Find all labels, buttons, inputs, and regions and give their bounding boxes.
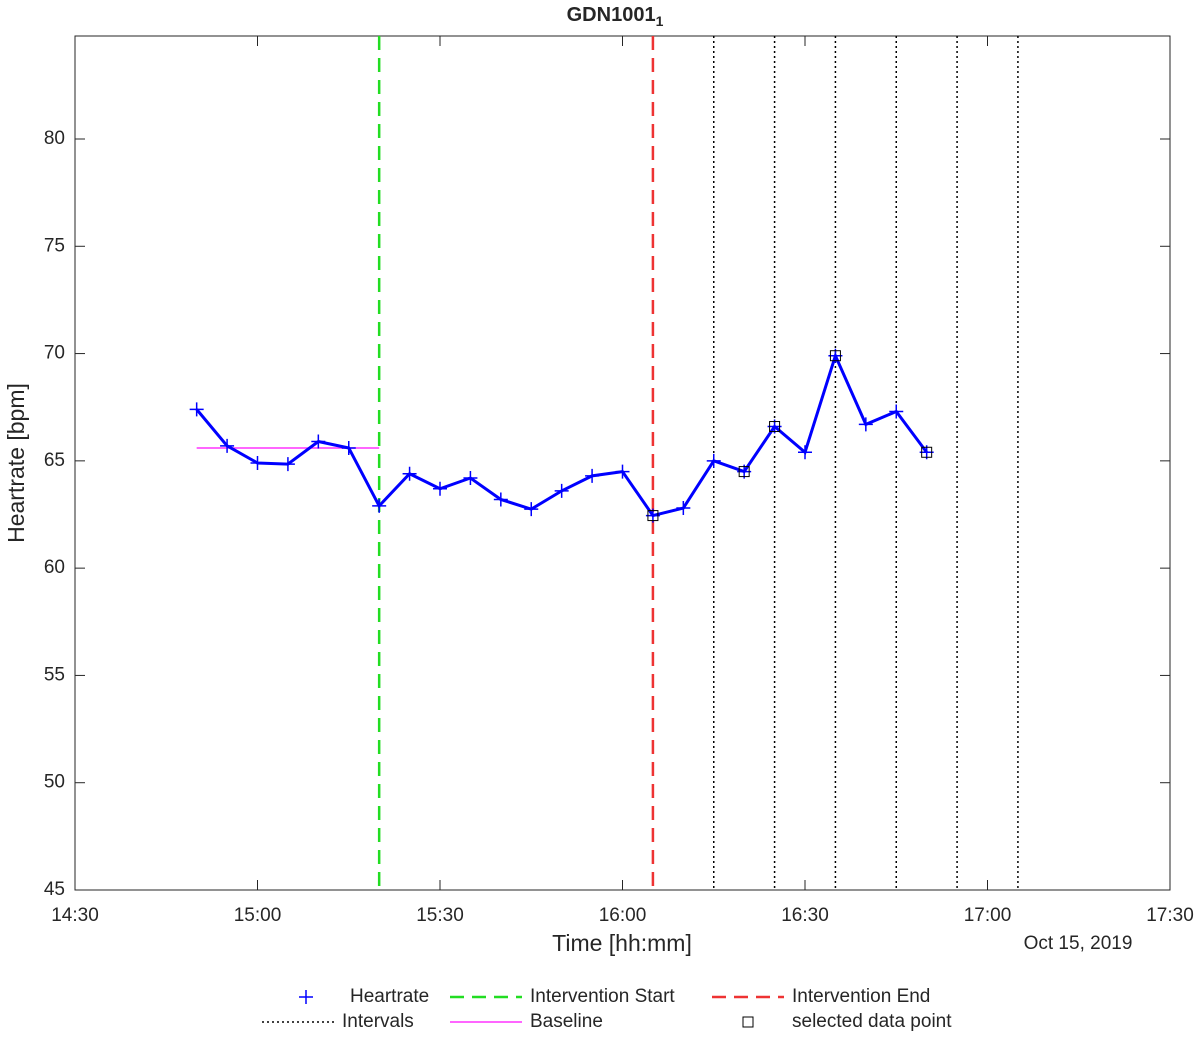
heartrate-marker <box>493 492 508 507</box>
selected-point <box>769 421 781 433</box>
x-tick-label: 16:00 <box>599 905 647 926</box>
legend-label: Heartrate <box>350 986 429 1007</box>
heartrate-marker <box>372 498 387 513</box>
x-axis-label: Time [hh:mm] <box>552 930 692 956</box>
legend-box <box>255 982 990 1036</box>
heartrate-marker <box>189 402 204 417</box>
heartrate-marker <box>554 483 569 498</box>
heartrate-marker <box>463 471 478 486</box>
selected-point <box>647 510 659 522</box>
x-tick-label: 15:30 <box>416 905 464 926</box>
y-tick-label: 70 <box>44 343 65 364</box>
legend-symbol <box>742 1016 754 1028</box>
heartrate-marker <box>615 464 630 479</box>
y-tick-label: 45 <box>44 879 65 900</box>
x-tick-label: 16:30 <box>781 905 829 926</box>
heartrate-marker <box>402 466 417 481</box>
heartrate-marker <box>858 417 873 432</box>
y-tick-label: 50 <box>44 772 65 793</box>
y-tick-label: 80 <box>44 128 65 149</box>
legend-symbol <box>299 990 313 1004</box>
heartrate-marker <box>341 440 356 455</box>
heartrate-marker <box>250 456 265 470</box>
legend-label: Intervention Start <box>530 986 675 1007</box>
legend-label: Baseline <box>530 1011 603 1032</box>
legend-label: Intervention End <box>792 986 930 1007</box>
plot-area <box>74 35 1171 891</box>
heartrate-marker <box>433 481 447 496</box>
y-tick-label: 65 <box>44 450 65 471</box>
x-tick-label: 17:00 <box>964 905 1012 926</box>
x-tick-label: 15:00 <box>234 905 282 926</box>
legend-label: selected data point <box>792 1011 952 1032</box>
y-tick-label: 75 <box>44 235 65 256</box>
selected-point <box>738 466 750 478</box>
heartrate-marker <box>798 445 812 460</box>
heartrate-marker <box>706 453 721 468</box>
chart-title: GDN10011 <box>567 4 664 28</box>
y-tick-label: 55 <box>44 664 65 685</box>
legend-label: Intervals <box>342 1011 414 1032</box>
y-axis-label: Heartrate [bpm] <box>3 383 29 543</box>
title-subscript: 1 <box>656 13 664 29</box>
heartrate-marker <box>585 468 600 483</box>
x-tick-label: 17:30 <box>1146 905 1194 926</box>
x-tick-label: 14:30 <box>51 905 99 926</box>
heartrate-marker <box>280 457 295 472</box>
title-main: GDN1001 <box>567 4 656 26</box>
heartrate-marker <box>676 501 691 516</box>
heartrate-marker <box>889 404 904 419</box>
selected-point <box>829 350 841 362</box>
y-tick-label: 60 <box>44 557 65 578</box>
heartrate-marker <box>311 434 326 449</box>
heartrate-marker <box>524 502 539 517</box>
date-label: Oct 15, 2019 <box>1024 933 1133 954</box>
selected-point <box>921 446 933 458</box>
heartrate-marker <box>220 438 235 453</box>
